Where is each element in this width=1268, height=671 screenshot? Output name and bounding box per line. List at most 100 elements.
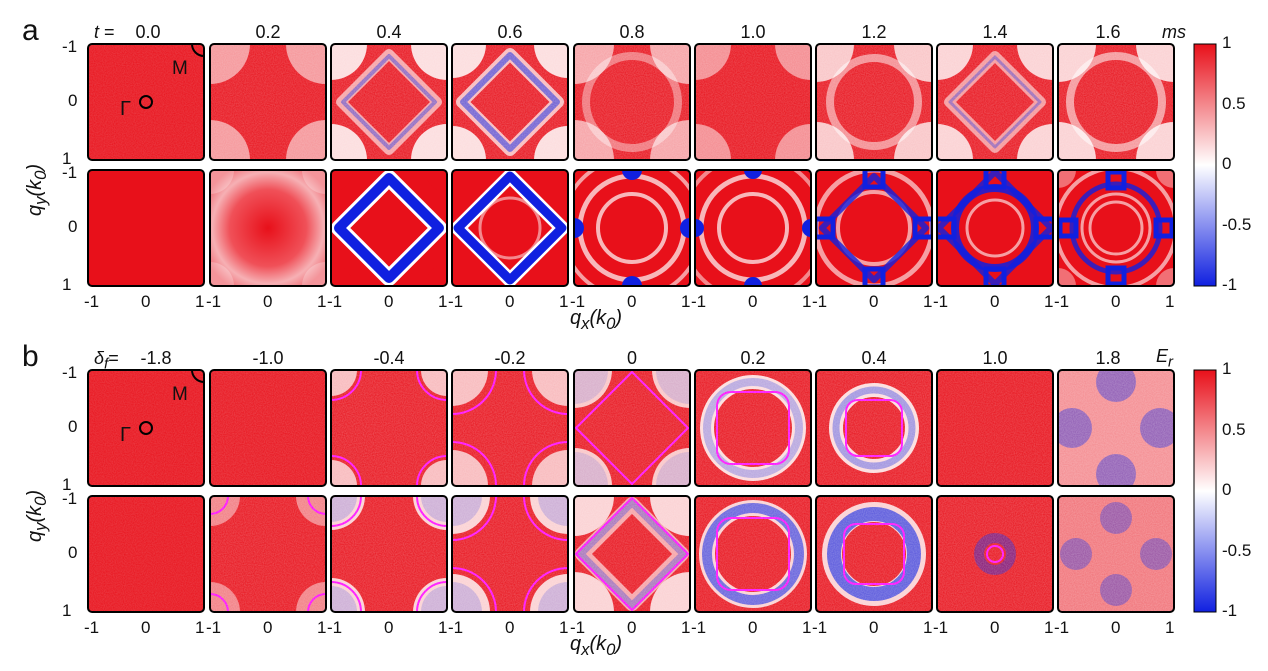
x-tick-label: 0 bbox=[869, 292, 879, 311]
colorbar-tick-label: 0 bbox=[1222, 154, 1232, 173]
colorbar-tick-label: 1 bbox=[1222, 33, 1232, 52]
x-tick-label: 1 bbox=[559, 292, 569, 311]
x-tick-label: 1 bbox=[1044, 292, 1054, 311]
x-tick-label: -1 bbox=[691, 618, 707, 637]
x-tick-label: 1 bbox=[559, 618, 569, 637]
y-axis-title-a: qy(k0) bbox=[24, 163, 50, 216]
image-panel bbox=[573, 169, 691, 287]
x-tick-label: -1 bbox=[691, 292, 707, 311]
image-panel bbox=[815, 369, 933, 487]
y-tick-label: 1 bbox=[62, 275, 72, 294]
image-panel bbox=[209, 495, 327, 613]
x-tick-label: 0 bbox=[990, 618, 1000, 637]
x-tick-label: -1 bbox=[1054, 292, 1070, 311]
image-panel bbox=[87, 495, 205, 613]
x-tick-label: 1 bbox=[802, 292, 812, 311]
x-tick-label: 0 bbox=[141, 292, 151, 311]
y-tick-label: -1 bbox=[62, 163, 78, 182]
x-tick-label: -1 bbox=[933, 292, 949, 311]
image-panel bbox=[694, 369, 812, 487]
column-label-a: 0.0 bbox=[135, 22, 161, 42]
marker-gamma-a: Γ bbox=[120, 98, 132, 120]
x-tick-label: -1 bbox=[206, 618, 222, 637]
image-panel bbox=[1057, 369, 1175, 487]
image-panel bbox=[451, 369, 569, 487]
column-label-b: -1.8 bbox=[140, 348, 172, 368]
x-tick-label: -1 bbox=[327, 292, 343, 311]
image-panel bbox=[451, 495, 569, 613]
x-tick-label: 1 bbox=[802, 618, 812, 637]
y-tick-label: 1 bbox=[62, 601, 72, 620]
y-tick-label: 0 bbox=[68, 417, 78, 436]
image-panel bbox=[936, 43, 1054, 161]
column-label-a: 1.6 bbox=[1095, 22, 1121, 42]
image-panel bbox=[209, 169, 327, 287]
x-tick-label: 0 bbox=[263, 618, 273, 637]
colorbar-tick-label: 0.5 bbox=[1222, 419, 1246, 439]
image-panel bbox=[87, 169, 205, 287]
image-panel bbox=[936, 495, 1054, 613]
image-panel bbox=[936, 169, 1054, 287]
x-tick-label: 0 bbox=[1111, 618, 1121, 637]
column-label-a: 1.4 bbox=[982, 22, 1008, 42]
x-tick-label: 1 bbox=[1044, 618, 1054, 637]
x-axis-title-b: qx(k0) bbox=[570, 633, 623, 659]
marker-M-a: M bbox=[172, 58, 188, 79]
x-tick-label: 1 bbox=[1165, 618, 1175, 637]
unit-label-a: ms bbox=[1162, 22, 1186, 42]
image-panel bbox=[815, 495, 933, 613]
column-label-a: 0.4 bbox=[376, 22, 402, 42]
column-label-b: 1.0 bbox=[982, 348, 1008, 368]
x-tick-label: -1 bbox=[448, 292, 464, 311]
colorbar-tick-label: 0 bbox=[1222, 480, 1232, 499]
x-tick-label: -1 bbox=[933, 618, 949, 637]
image-panel bbox=[209, 369, 327, 487]
image-panel bbox=[330, 495, 448, 613]
x-tick-label: -1 bbox=[84, 618, 100, 637]
x-tick-label: 1 bbox=[681, 618, 691, 637]
x-axis-title-a: qx(k0) bbox=[570, 307, 623, 333]
column-label-a: 1.2 bbox=[861, 22, 887, 42]
colorbar-tick-label: 0.5 bbox=[1222, 93, 1246, 113]
image-panel bbox=[330, 369, 448, 487]
column-label-b: 0.4 bbox=[861, 348, 887, 368]
x-tick-label: 0 bbox=[384, 292, 394, 311]
x-tick-label: 1 bbox=[438, 618, 448, 637]
image-panel bbox=[1057, 495, 1175, 613]
panel-grid bbox=[87, 43, 1175, 613]
x-tick-label: 1 bbox=[438, 292, 448, 311]
image-panel bbox=[87, 43, 205, 161]
x-tick-label: 0 bbox=[627, 292, 637, 311]
y-tick-label: 0 bbox=[68, 217, 78, 236]
x-tick-label: 0 bbox=[748, 292, 758, 311]
image-panel bbox=[451, 169, 569, 287]
x-tick-label: 1 bbox=[923, 292, 933, 311]
x-tick-label: 0 bbox=[990, 292, 1000, 311]
param-label-a: t = bbox=[94, 22, 115, 42]
y-tick-label: -1 bbox=[62, 363, 78, 382]
unit-label-b: Er bbox=[1156, 346, 1174, 371]
x-tick-label: 0 bbox=[263, 292, 273, 311]
x-tick-label: -1 bbox=[1054, 618, 1070, 637]
x-tick-label: -1 bbox=[570, 618, 586, 637]
image-panel bbox=[573, 43, 691, 161]
y-tick-label: -1 bbox=[62, 37, 78, 56]
marker-gamma-b: Γ bbox=[120, 424, 132, 446]
column-label-b: 0 bbox=[626, 348, 637, 368]
y-tick-label: 1 bbox=[62, 149, 72, 168]
x-tick-label: 0 bbox=[505, 292, 515, 311]
y-tick-label: -1 bbox=[62, 489, 78, 508]
colorbar-tick-label: -1 bbox=[1222, 601, 1238, 620]
x-tick-label: 0 bbox=[1111, 292, 1121, 311]
x-tick-label: -1 bbox=[812, 618, 828, 637]
x-tick-label: -1 bbox=[84, 292, 100, 311]
x-tick-label: 1 bbox=[681, 292, 691, 311]
y-tick-label: 0 bbox=[68, 543, 78, 562]
y-axis-title-b: qy(k0) bbox=[24, 489, 50, 542]
column-label-a: 0.6 bbox=[497, 22, 523, 42]
image-panel bbox=[694, 43, 812, 161]
image-panel bbox=[573, 495, 691, 613]
x-tick-label: 0 bbox=[384, 618, 394, 637]
